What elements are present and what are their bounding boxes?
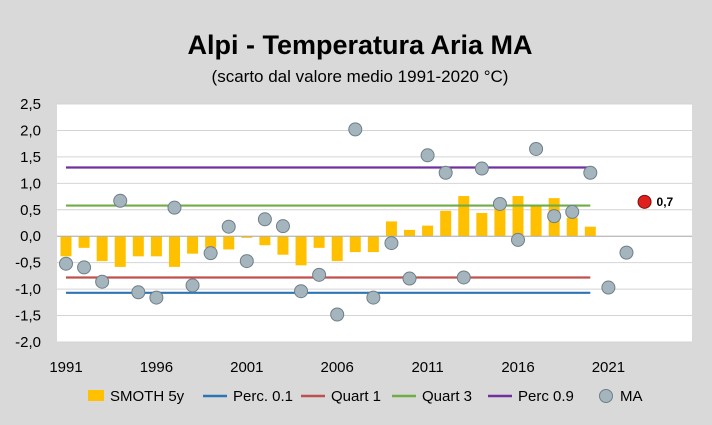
ma-point xyxy=(438,165,453,180)
legend-swatch-bar xyxy=(88,390,104,401)
y-tick-label: -1,0 xyxy=(15,281,41,298)
smooth-bar xyxy=(168,236,180,267)
smooth-bar xyxy=(385,221,397,237)
ma-point xyxy=(185,278,200,293)
ma-point xyxy=(583,165,598,180)
plot-area xyxy=(57,104,692,342)
ma-point xyxy=(456,270,471,285)
ma-point xyxy=(221,219,236,234)
smooth-bar xyxy=(223,236,235,250)
legend-label: Quart 3 xyxy=(422,388,472,405)
smooth-bar xyxy=(422,225,434,237)
smooth-bar xyxy=(60,236,72,257)
y-tick-label: 1,5 xyxy=(20,149,41,166)
smooth-bar xyxy=(349,236,361,253)
ma-point xyxy=(113,193,128,208)
annotation-label: 0,7 xyxy=(657,195,674,209)
smooth-bar xyxy=(404,229,416,237)
smooth-bar xyxy=(132,236,144,257)
annotation-marker xyxy=(637,194,652,209)
y-tick-label: 2,0 xyxy=(20,122,41,139)
y-tick-label: 1,0 xyxy=(20,175,41,192)
ma-point xyxy=(239,254,254,269)
smooth-bar xyxy=(187,236,199,254)
y-tick-label: -0,5 xyxy=(15,255,41,272)
ma-point xyxy=(529,141,544,156)
y-tick-label: 0,5 xyxy=(20,202,41,219)
ma-point xyxy=(330,307,345,322)
smooth-bar xyxy=(566,217,578,237)
smooth-bar xyxy=(241,236,253,238)
bars-layer xyxy=(60,196,596,267)
smooth-bar xyxy=(458,196,470,237)
smooth-bar xyxy=(331,236,343,262)
ma-point xyxy=(203,246,218,261)
x-tick-label: 2001 xyxy=(230,359,263,376)
smooth-bar xyxy=(313,236,325,248)
ma-point xyxy=(312,267,327,282)
y-axis-ticks: -2,0 -1,5 -1,0 -0,5 0,0 0,5 1,0 1,5 2,0 2,5 xyxy=(15,96,41,351)
y-tick-label: -1,5 xyxy=(15,308,41,325)
ma-point xyxy=(275,219,290,234)
ma-point xyxy=(294,284,309,299)
y-tick-label: 0,0 xyxy=(20,228,41,245)
ma-point xyxy=(77,260,92,275)
ma-point xyxy=(149,290,164,305)
ma-point xyxy=(257,212,272,227)
x-axis-ticks: 1991 1996 2001 2006 2011 2016 2021 xyxy=(49,359,625,376)
chart-title: Alpi - Temperatura Aria MA xyxy=(187,30,532,60)
legend-swatch-dot xyxy=(599,389,613,403)
ma-point xyxy=(601,280,616,295)
smooth-bar xyxy=(367,236,379,253)
ma-point xyxy=(167,200,182,215)
x-tick-label: 1991 xyxy=(49,359,82,376)
ma-point xyxy=(547,209,562,224)
ma-point xyxy=(565,204,580,219)
ma-point xyxy=(492,196,507,211)
smooth-bar xyxy=(205,236,217,248)
ma-point xyxy=(511,232,525,247)
x-tick-label: 2011 xyxy=(411,359,443,376)
ma-point xyxy=(474,161,489,176)
ma-points xyxy=(59,122,634,322)
chart-subtitle: (scarto dal valore medio 1991-2020 °C) xyxy=(212,67,509,86)
ma-point xyxy=(420,148,435,163)
smooth-bar xyxy=(494,207,506,237)
smooth-bar xyxy=(512,196,524,237)
legend-label: MA xyxy=(620,388,643,405)
ma-point xyxy=(95,274,110,289)
smooth-bar xyxy=(476,212,488,237)
smooth-bar xyxy=(96,236,108,262)
smooth-bar xyxy=(440,210,452,237)
ma-point xyxy=(131,285,146,300)
y-tick-label: -2,0 xyxy=(15,334,41,351)
smooth-bar xyxy=(259,236,271,246)
smooth-bar xyxy=(150,236,162,257)
smooth-bar xyxy=(530,204,542,237)
smooth-bar xyxy=(114,236,126,267)
legend-label: Perc. 0.1 xyxy=(233,388,293,405)
smooth-bar xyxy=(584,226,596,237)
ma-point xyxy=(366,290,381,305)
ma-point xyxy=(59,256,73,271)
legend-label: Perc 0.9 xyxy=(518,388,574,405)
x-tick-label: 2021 xyxy=(592,359,625,376)
ma-point xyxy=(402,271,417,286)
y-tick-label: 2,5 xyxy=(20,96,41,113)
smooth-bar xyxy=(277,236,289,255)
legend-label: SMOTH 5y xyxy=(110,388,185,405)
ma-point xyxy=(384,236,399,251)
ma-point xyxy=(348,122,363,137)
x-tick-label: 2016 xyxy=(501,359,534,376)
ma-point xyxy=(619,245,634,260)
x-tick-label: 2006 xyxy=(321,359,354,376)
x-tick-label: 1996 xyxy=(140,359,173,376)
smooth-bar xyxy=(295,236,307,266)
legend-label: Quart 1 xyxy=(331,388,381,405)
smooth-bar xyxy=(78,236,90,248)
legend: SMOTH 5y Perc. 0.1 Quart 1 Quart 3 Perc 0.9 M… xyxy=(88,388,643,405)
